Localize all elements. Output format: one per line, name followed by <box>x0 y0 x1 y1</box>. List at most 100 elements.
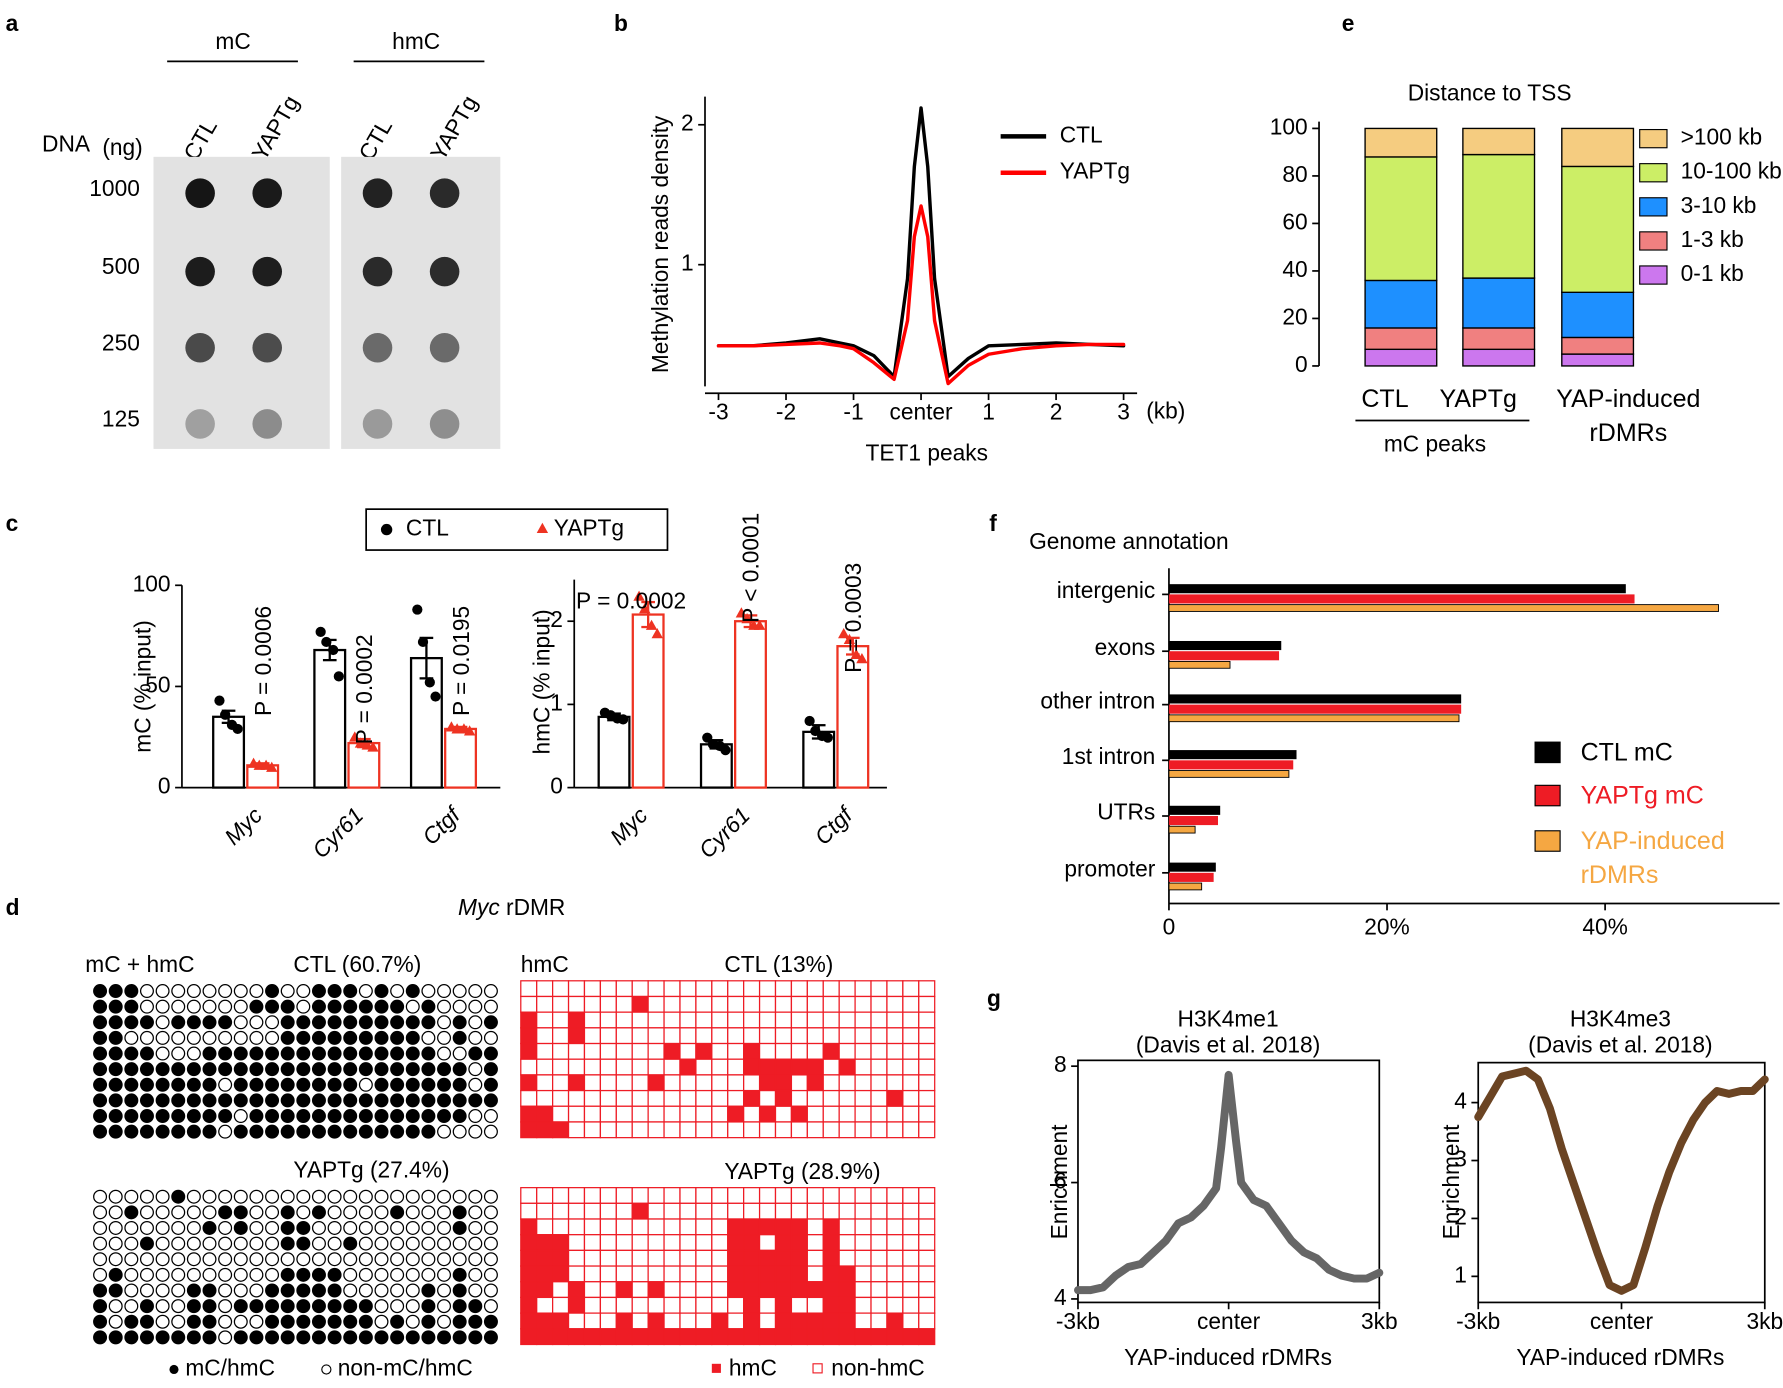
cpg-site <box>124 1093 139 1108</box>
p-value: P = 0.0002 <box>351 634 377 744</box>
cpg-site <box>218 1077 233 1092</box>
cpg-site <box>358 1205 373 1220</box>
cpg-site <box>405 1093 420 1108</box>
cpg-site <box>249 1093 264 1108</box>
x-tick-label: center <box>1197 1308 1261 1334</box>
cpg-cell <box>758 1042 777 1060</box>
cpg-cell <box>583 1218 602 1236</box>
cpg-cell <box>583 995 602 1013</box>
x-axis-label: YAP-induced rDMRs <box>1516 1344 1724 1370</box>
cpg-cell <box>615 995 633 1013</box>
x-tick-label: CTL <box>1361 384 1409 413</box>
cpg-site <box>374 1314 389 1329</box>
cpg-cell <box>536 1105 554 1123</box>
x-tick-label: Myc <box>605 802 653 850</box>
cpg-cell <box>567 1202 586 1220</box>
cpg-site <box>155 1299 170 1314</box>
cpg-site <box>405 1283 420 1298</box>
cpg-site <box>186 1030 201 1045</box>
cpg-cell <box>647 1249 665 1267</box>
cpg-site <box>311 1046 326 1061</box>
cpg-cell <box>552 1058 570 1076</box>
cpg-site <box>452 1015 467 1030</box>
cpg-site <box>265 1299 280 1314</box>
cpg-site <box>311 1124 326 1139</box>
cpg-site <box>311 1093 326 1108</box>
x-tick-label: YAP-induced rDMRs <box>1556 384 1701 447</box>
bar <box>597 715 631 789</box>
cpg-cell <box>870 1187 888 1204</box>
cpg-site <box>452 1046 467 1061</box>
cpg-cell <box>886 980 904 998</box>
cpg-cell <box>870 1328 888 1346</box>
cpg-site <box>390 1189 405 1204</box>
cpg-site <box>311 1299 326 1314</box>
bar <box>313 648 347 789</box>
cpg-site <box>139 1236 154 1251</box>
data-point <box>735 607 748 618</box>
cpg-site <box>171 1077 186 1092</box>
cpg-cell <box>790 1281 808 1299</box>
cpg-site <box>233 1109 248 1124</box>
cpg-site <box>139 1330 154 1345</box>
cpg-site <box>202 1189 217 1204</box>
y-tick-label: intergenic <box>1057 577 1156 603</box>
cpg-cell <box>822 1105 840 1123</box>
cpg-cell <box>886 1089 904 1107</box>
cpg-cell <box>631 1281 649 1299</box>
cpg-site <box>483 1314 498 1329</box>
cpg-cell <box>886 1027 904 1045</box>
cpg-site <box>374 1252 389 1267</box>
cpg-site <box>202 1062 217 1077</box>
cpg-cell <box>583 1074 602 1092</box>
cpg-cell <box>695 1281 713 1299</box>
cpg-cell <box>854 1074 872 1092</box>
cpg-cell <box>743 1312 761 1330</box>
cpg-site <box>124 1189 139 1204</box>
cpg-cell <box>870 1265 888 1283</box>
cpg-site <box>108 1236 123 1251</box>
cpg-site <box>139 1205 154 1220</box>
cpg-site <box>139 1046 154 1061</box>
cpg-cell <box>918 980 936 998</box>
data-point <box>232 723 243 735</box>
cpg-cell <box>790 1249 808 1267</box>
cpg-cell <box>822 1281 840 1299</box>
cpg-cell <box>743 1218 761 1236</box>
cpg-cell <box>599 1328 617 1346</box>
cpg-site <box>233 1220 248 1235</box>
cpg-site <box>171 1314 186 1329</box>
bar-segment <box>1364 156 1438 282</box>
cpg-site <box>93 1283 108 1298</box>
blot-dot <box>362 178 393 208</box>
cpg-site <box>93 1252 108 1267</box>
cpg-cell <box>822 1058 840 1076</box>
cpg-site <box>421 1015 436 1030</box>
cpg-site <box>218 999 233 1014</box>
cpg-cell <box>918 1328 936 1346</box>
cpg-site <box>155 999 170 1014</box>
cpg-cell <box>615 1105 633 1123</box>
cpg-cell <box>520 1249 538 1267</box>
cpg-cell <box>806 1089 824 1107</box>
cpg-cell <box>567 980 586 998</box>
cpg-cell <box>758 1312 777 1330</box>
cpg-cell <box>663 1234 681 1252</box>
cpg-cell <box>536 1011 554 1029</box>
cpg-cell <box>743 1027 761 1045</box>
cpg-cell <box>615 1011 633 1029</box>
cpg-cell <box>520 1312 538 1330</box>
cpg-site <box>374 984 389 999</box>
cpg-cell <box>806 1105 824 1123</box>
cpg-site <box>280 984 295 999</box>
legend-swatch <box>1639 197 1668 217</box>
cpg-cell <box>886 1296 904 1314</box>
bar <box>1168 872 1214 882</box>
cpg-site <box>124 1062 139 1077</box>
data-point <box>618 714 629 725</box>
cpg-cell <box>583 1105 602 1123</box>
cpg-cell <box>552 1281 570 1299</box>
cpg-site <box>233 1030 248 1045</box>
cpg-cell <box>583 1187 602 1204</box>
cpg-cell <box>552 1011 570 1029</box>
